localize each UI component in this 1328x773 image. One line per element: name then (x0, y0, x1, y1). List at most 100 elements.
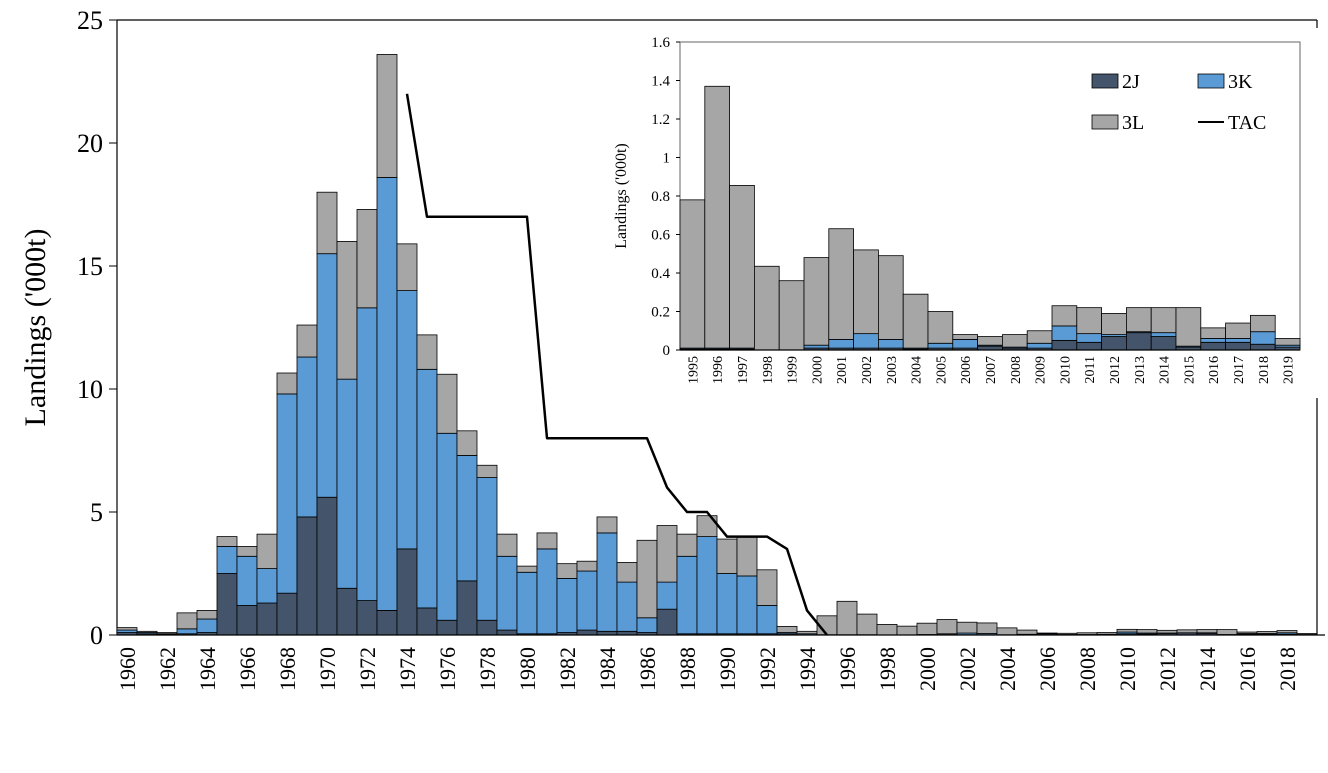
bar-3L-1982 (557, 564, 577, 579)
bar-3L-1970 (317, 192, 337, 254)
y-tick-label: 5 (90, 498, 103, 527)
bar-3L-1984 (597, 517, 617, 533)
inset-bar-3K-2018 (1250, 332, 1275, 345)
x-tick-label: 2018 (1275, 647, 1300, 691)
x-tick-label: 1968 (275, 647, 300, 691)
bar-3L-1998 (877, 624, 897, 635)
inset-x-tick-label: 1997 (736, 356, 751, 384)
bar-3K-1968 (277, 394, 297, 593)
bar-3L-2003 (977, 623, 997, 634)
bar-2J-1967 (257, 603, 277, 635)
bar-3L-1999 (897, 626, 917, 635)
bar-3K-1974 (397, 291, 417, 549)
bar-3K-1983 (577, 571, 597, 630)
inset-bar-3L-1999 (779, 281, 804, 350)
x-tick-label: 1980 (515, 647, 540, 691)
legend-label-2J: 2J (1122, 71, 1140, 93)
inset-y-tick-label: 1.4 (651, 74, 670, 90)
inset-bar-3K-2011 (1077, 334, 1102, 343)
bar-3L-1964 (197, 610, 217, 619)
x-tick-label: 2012 (1155, 647, 1180, 691)
y-tick-label: 20 (77, 129, 103, 158)
inset-bar-3K-2010 (1052, 326, 1077, 340)
x-tick-label: 1984 (595, 647, 620, 691)
bar-3K-1991 (737, 576, 757, 634)
inset-x-tick-label: 1999 (786, 356, 801, 384)
inset-y-tick-label: 0.2 (651, 305, 670, 321)
bar-3L-1976 (437, 374, 457, 433)
bar-3K-1992 (757, 605, 777, 633)
x-tick-label: 1976 (435, 647, 460, 691)
x-tick-label: 1990 (715, 647, 740, 691)
inset-x-tick-label: 2007 (984, 356, 999, 384)
bar-3K-1986 (637, 618, 657, 633)
x-tick-label: 2014 (1195, 647, 1220, 691)
x-tick-label: 1962 (155, 647, 180, 691)
bar-2J-1975 (417, 608, 437, 635)
legend-label-TAC: TAC (1228, 112, 1266, 134)
bar-2J-1973 (377, 610, 397, 635)
inset-x-tick-label: 2002 (860, 356, 875, 384)
inset-x-tick-label: 2009 (1034, 356, 1049, 384)
inset-bar-3K-2001 (829, 339, 854, 348)
inset-bar-3L-2006 (953, 335, 978, 340)
inset-x-tick-label: 2003 (885, 356, 900, 384)
bar-3L-2013 (1177, 630, 1197, 633)
inset-bar-2J-2013 (1126, 333, 1151, 350)
x-tick-label: 2010 (1115, 647, 1140, 691)
inset-bar-3L-2016 (1201, 328, 1226, 339)
bar-3L-1978 (477, 465, 497, 477)
inset-bar-3L-1996 (705, 86, 730, 348)
inset-x-tick-label: 2006 (959, 356, 974, 384)
inset-x-tick-label: 1998 (761, 356, 776, 384)
bar-3L-1969 (297, 325, 317, 357)
bar-2J-1978 (477, 620, 497, 635)
inset-bar-3L-2017 (1226, 323, 1251, 338)
x-tick-label: 2008 (1075, 647, 1100, 691)
x-tick-label: 1970 (315, 647, 340, 691)
inset-y-tick-label: 0.8 (651, 189, 670, 205)
inset-bar-3L-2007 (978, 337, 1003, 346)
inset-x-tick-label: 2014 (1158, 356, 1173, 384)
bar-2J-1968 (277, 593, 297, 635)
bar-3L-1979 (497, 534, 517, 556)
bar-3L-1991 (737, 537, 757, 576)
inset-bar-2J-2012 (1102, 337, 1127, 350)
inset-bar-3L-1995 (680, 200, 705, 348)
inset-bar-2J-2017 (1226, 342, 1251, 350)
bar-3L-2016 (1237, 632, 1257, 633)
x-tick-label: 2004 (995, 647, 1020, 691)
inset-y-tick-label: 0.4 (651, 266, 670, 282)
inset-bar-3L-2018 (1250, 315, 1275, 331)
bar-3K-1989 (697, 537, 717, 634)
bar-3L-2008 (1077, 633, 1097, 635)
bar-3L-2005 (1017, 630, 1037, 634)
inset-bar-3L-2019 (1275, 338, 1300, 345)
x-tick-label: 2016 (1235, 647, 1260, 691)
bar-3K-1985 (617, 582, 637, 631)
inset-y-tick-label: 1.6 (651, 35, 670, 51)
x-tick-label: 1978 (475, 647, 500, 691)
bar-2J-1979 (497, 630, 517, 635)
bar-3L-1993 (777, 626, 797, 632)
bar-3L-1996 (837, 601, 857, 634)
x-tick-label: 1964 (195, 647, 220, 691)
bar-3L-2017 (1257, 632, 1277, 634)
legend-label-3K: 3K (1228, 71, 1253, 93)
inset-bar-3L-2010 (1052, 306, 1077, 326)
inset-x-tick-label: 2000 (810, 356, 825, 384)
bar-3L-2000 (917, 623, 937, 634)
inset-bar-3L-2004 (903, 294, 928, 348)
bar-3L-2011 (1137, 630, 1157, 633)
inset-x-tick-label: 2015 (1182, 356, 1197, 384)
bar-3L-1975 (417, 335, 437, 369)
bar-2J-1972 (357, 601, 377, 635)
bar-3L-1974 (397, 244, 417, 291)
bar-3L-1966 (237, 546, 257, 556)
inset-bar-3L-2005 (928, 312, 953, 344)
bar-3K-1973 (377, 177, 397, 610)
bar-3K-1969 (297, 357, 317, 517)
bar-3L-1977 (457, 431, 477, 456)
